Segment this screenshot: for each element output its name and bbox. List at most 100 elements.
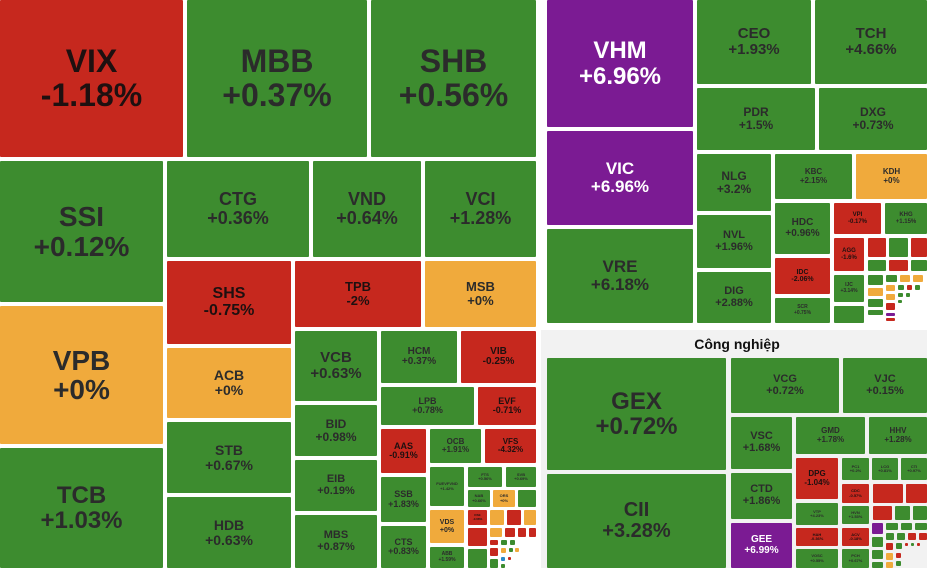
small-stock-tile[interactable]: [886, 318, 895, 321]
small-stock-tile[interactable]: [896, 553, 901, 558]
stock-tile-ssi[interactable]: SSI +0.12%: [0, 161, 163, 302]
stock-tile-hdb[interactable]: HDB +0.63%: [167, 497, 291, 568]
small-stock-tile[interactable]: [886, 562, 893, 568]
stock-tile-nab[interactable]: NAB +0.66%: [468, 490, 490, 507]
small-stock-tile[interactable]: [508, 557, 511, 560]
stock-tile-ijc[interactable]: IJC +3.14%: [834, 275, 864, 302]
small-stock-tile[interactable]: [886, 294, 895, 300]
stock-tile-tpb[interactable]: TPB -2%: [295, 261, 421, 327]
small-stock-tile[interactable]: [505, 528, 515, 537]
stock-tile-bid[interactable]: BID +0.98%: [295, 405, 377, 456]
stock-tile-shb[interactable]: SHB +0.56%: [371, 0, 536, 157]
stock-tile-aas[interactable]: AAS -0.91%: [381, 429, 426, 473]
stock-tile-pdr[interactable]: PDR +1.5%: [697, 88, 815, 150]
small-stock-tile[interactable]: [886, 303, 895, 310]
small-stock-tile[interactable]: [906, 293, 910, 297]
small-stock-tile[interactable]: [524, 510, 536, 525]
small-stock-tile[interactable]: [468, 549, 487, 568]
small-stock-tile[interactable]: [886, 553, 893, 560]
small-stock-tile[interactable]: [501, 564, 505, 568]
small-stock-tile[interactable]: [490, 540, 498, 545]
stock-tile-agg[interactable]: AGG -1.6%: [834, 238, 864, 271]
small-stock-tile[interactable]: [906, 484, 927, 503]
stock-tile-vci[interactable]: VCI +1.28%: [425, 161, 536, 257]
stock-tile-cdc[interactable]: CDC -0.57%: [842, 484, 869, 503]
small-stock-tile[interactable]: [873, 484, 903, 503]
small-stock-tile[interactable]: [886, 313, 895, 316]
stock-tile-vtp[interactable]: VTP +4.23%: [796, 503, 838, 525]
stock-tile-lpb[interactable]: LPB +0.78%: [381, 387, 474, 425]
stock-tile-fts[interactable]: FTS +0.56%: [468, 467, 502, 487]
stock-tile-dig[interactable]: DIG +2.88%: [697, 272, 771, 323]
small-stock-tile[interactable]: [911, 260, 927, 271]
small-stock-tile[interactable]: [507, 510, 521, 525]
small-stock-tile[interactable]: [468, 528, 487, 546]
stock-tile-vic[interactable]: VIC +6.96%: [547, 131, 693, 225]
stock-tile-idc[interactable]: IDC -2.06%: [775, 258, 830, 294]
stock-tile-shs[interactable]: SHS -0.75%: [167, 261, 291, 344]
small-stock-tile[interactable]: [889, 260, 908, 271]
stock-tile-scr[interactable]: SCR +0.75%: [775, 298, 830, 323]
stock-tile-ors[interactable]: ORS +0%: [493, 490, 515, 507]
small-stock-tile[interactable]: [919, 533, 927, 540]
stock-tile-evf[interactable]: EVF -0.71%: [478, 387, 536, 425]
stock-tile-vib[interactable]: VIB -0.25%: [461, 331, 536, 383]
stock-tile-kbc[interactable]: KBC +2.15%: [775, 154, 852, 199]
small-stock-tile[interactable]: [900, 275, 910, 282]
small-stock-tile[interactable]: [529, 528, 536, 537]
small-stock-tile[interactable]: [868, 310, 883, 315]
stock-tile-acv[interactable]: ACV -0.18%: [842, 528, 869, 546]
stock-tile-eib[interactable]: EIB +0.19%: [295, 460, 377, 511]
small-stock-tile[interactable]: [509, 548, 513, 552]
small-stock-tile[interactable]: [868, 260, 886, 271]
stock-tile-cti[interactable]: CTI +0.97%: [901, 458, 927, 480]
small-stock-tile[interactable]: [905, 543, 908, 546]
stock-tile-ctd[interactable]: CTD +1.86%: [731, 473, 792, 519]
stock-tile-vcg[interactable]: VCG +0.72%: [731, 358, 839, 413]
small-stock-tile[interactable]: [889, 238, 908, 257]
small-stock-tile[interactable]: [886, 275, 897, 282]
stock-tile-gex[interactable]: GEX +0.72%: [547, 358, 726, 470]
stock-tile-kdh[interactable]: KDH +0%: [856, 154, 927, 199]
small-stock-tile[interactable]: [915, 523, 927, 530]
small-stock-tile[interactable]: [886, 285, 895, 291]
small-stock-tile[interactable]: [886, 543, 893, 550]
small-stock-tile[interactable]: [896, 543, 902, 549]
small-stock-tile[interactable]: [895, 506, 910, 520]
stock-tile-hah[interactable]: HAH -0.36%: [796, 528, 838, 546]
small-stock-tile[interactable]: [913, 506, 927, 520]
small-stock-tile[interactable]: [907, 285, 912, 290]
stock-tile-vhm[interactable]: VHM +6.96%: [547, 0, 693, 127]
stock-tile-dse[interactable]: DSE -0.68%: [468, 510, 487, 525]
small-stock-tile[interactable]: [898, 293, 903, 297]
small-stock-tile[interactable]: [868, 299, 883, 307]
stock-tile-dpg[interactable]: DPG -1.04%: [796, 458, 838, 499]
small-stock-tile[interactable]: [911, 543, 914, 546]
small-stock-tile[interactable]: [915, 285, 920, 290]
stock-tile-mbs[interactable]: MBS +0.87%: [295, 515, 377, 568]
small-stock-tile[interactable]: [868, 288, 883, 296]
small-stock-tile[interactable]: [834, 306, 864, 323]
stock-tile-acb[interactable]: ACB +0%: [167, 348, 291, 418]
stock-tile-gmd[interactable]: GMD +1.78%: [796, 417, 865, 454]
small-stock-tile[interactable]: [913, 275, 923, 282]
stock-tile-tcb[interactable]: TCB +1.03%: [0, 448, 163, 568]
small-stock-tile[interactable]: [868, 275, 883, 285]
stock-tile-vosc[interactable]: VOSC +0.55%: [796, 549, 838, 568]
small-stock-tile[interactable]: [515, 548, 519, 552]
stock-tile-nvl[interactable]: NVL +1.96%: [697, 215, 771, 268]
small-stock-tile[interactable]: [911, 238, 927, 257]
small-stock-tile[interactable]: [897, 533, 905, 540]
stock-tile-msb[interactable]: MSB +0%: [425, 261, 536, 327]
stock-tile-hdc[interactable]: HDC +0.96%: [775, 203, 830, 254]
stock-tile-pc1[interactable]: PC1 +0.2%: [842, 458, 869, 480]
small-stock-tile[interactable]: [872, 523, 883, 534]
stock-tile-vsc[interactable]: VSC +1.68%: [731, 417, 792, 469]
small-stock-tile[interactable]: [510, 540, 515, 545]
stock-tile-tch[interactable]: TCH +4.66%: [815, 0, 927, 84]
stock-tile-vpi[interactable]: VPI -0.17%: [834, 203, 881, 234]
stock-tile-svb[interactable]: SVB +0.69%: [506, 467, 536, 487]
stock-tile-hvn[interactable]: HVN +1.53%: [842, 506, 869, 524]
small-stock-tile[interactable]: [501, 548, 506, 553]
stock-tile-vds[interactable]: VDS +0%: [430, 510, 464, 543]
